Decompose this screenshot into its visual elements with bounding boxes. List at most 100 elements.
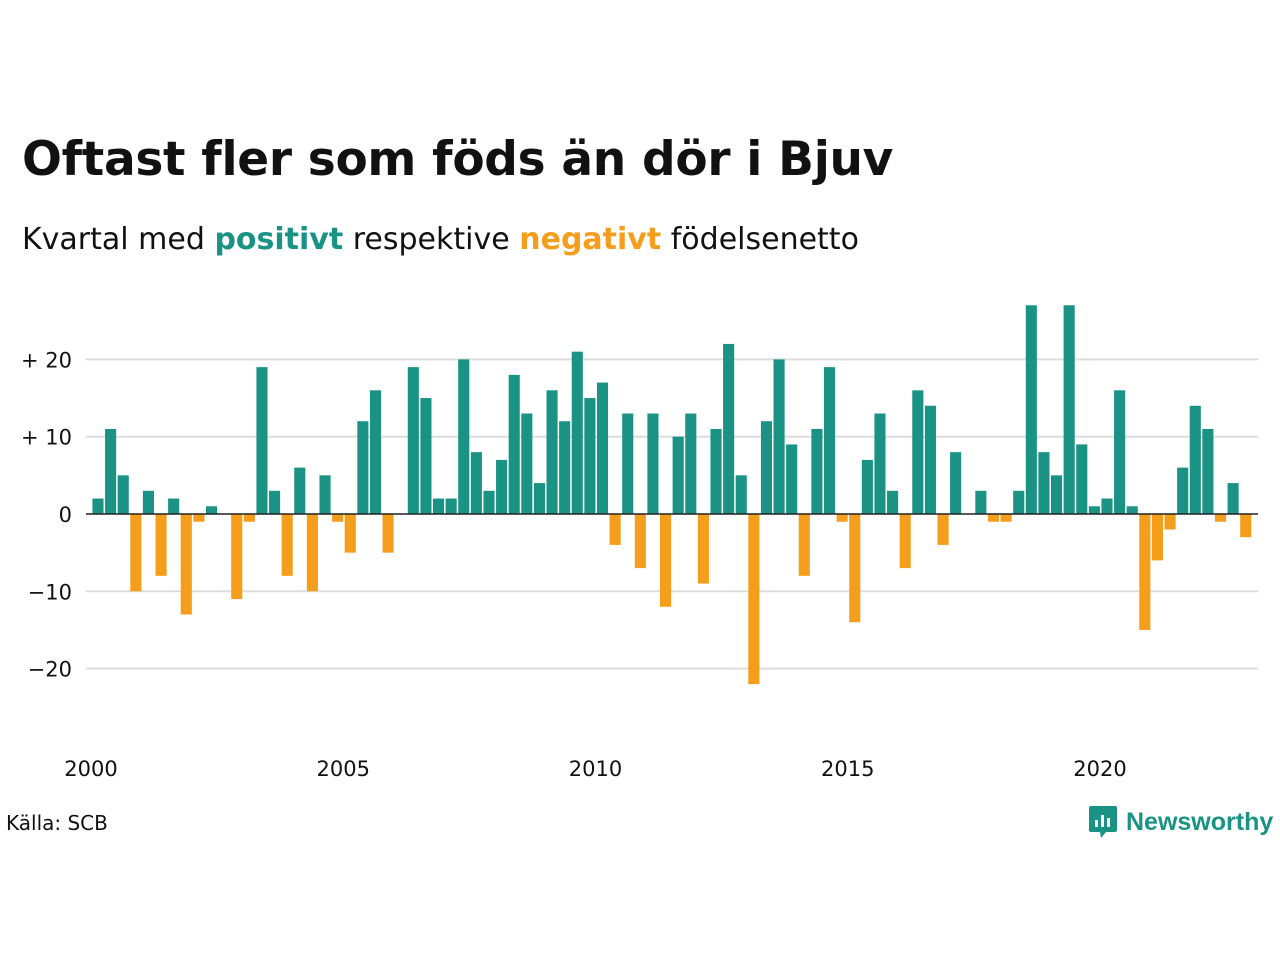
bar-positive <box>760 421 773 514</box>
bar-negative <box>130 514 142 592</box>
bar-negative <box>849 514 861 623</box>
x-tick-label: 2015 <box>821 757 874 781</box>
subtitle-suffix: födelsenetto <box>670 222 859 257</box>
bar-positive <box>773 359 785 514</box>
bar-positive <box>685 413 697 514</box>
bar-positive <box>117 475 129 514</box>
y-tick-label: 0 <box>59 503 72 527</box>
bar-positive <box>887 490 899 514</box>
subtitle-negative-label: negativt <box>519 222 662 257</box>
bar-positive <box>142 490 154 514</box>
bar-positive <box>1227 483 1239 514</box>
bar-negative <box>899 514 911 569</box>
chart-subtitle: Kvartal med positivt respektive negativt… <box>22 222 859 257</box>
brand-name: Newsworthy <box>1126 807 1274 836</box>
subtitle-positive-label: positivt <box>214 222 344 257</box>
bar-positive <box>1189 405 1201 514</box>
bar-positive <box>786 444 798 514</box>
bar-negative <box>243 514 255 522</box>
bar-negative <box>660 514 672 607</box>
bar-negative <box>344 514 356 553</box>
bar-positive <box>105 428 117 514</box>
bar-positive <box>458 359 470 514</box>
bar-positive <box>823 367 836 514</box>
bar-negative <box>697 514 709 584</box>
x-tick-label: 2000 <box>64 757 117 781</box>
bar-positive <box>470 452 482 514</box>
bar-positive <box>950 452 962 514</box>
bar-positive <box>1177 467 1189 514</box>
bar-positive <box>622 413 634 514</box>
bar-positive <box>924 405 936 514</box>
bar-negative <box>609 514 621 545</box>
bar-positive <box>1063 305 1075 514</box>
bar-positive <box>483 490 495 514</box>
bar-negative <box>180 514 192 615</box>
bar-positive <box>369 390 382 514</box>
bar-positive <box>559 421 571 514</box>
bar-negative <box>193 514 205 522</box>
y-tick-label: −10 <box>28 580 72 604</box>
bar-positive <box>269 490 281 514</box>
bar-positive <box>1202 428 1214 514</box>
x-tick-label: 2005 <box>317 757 370 781</box>
bar-positive <box>861 459 873 514</box>
newsworthy-logo-icon <box>1089 806 1117 838</box>
bar-negative <box>155 514 167 576</box>
bar-positive <box>420 398 432 514</box>
bar-positive <box>710 428 722 514</box>
bar-positive <box>1025 305 1037 514</box>
bar-negative <box>1214 514 1227 522</box>
bar-positive <box>584 398 596 514</box>
bar-negative <box>1164 514 1176 530</box>
chart-title: Oftast fler som föds än dör i Bjuv <box>22 132 894 187</box>
bar-negative <box>1240 514 1252 538</box>
bar-negative <box>1000 514 1012 522</box>
bar-positive <box>319 475 331 514</box>
bar-positive <box>521 413 533 514</box>
bar-positive <box>1013 490 1025 514</box>
bar-negative <box>281 514 293 576</box>
brand-logo: Newsworthy <box>1088 804 1273 840</box>
bar-negative <box>231 514 243 600</box>
bar-positive <box>735 475 747 514</box>
bar-negative <box>382 514 394 553</box>
bar-positive <box>546 390 558 514</box>
bar-positive <box>1050 475 1063 514</box>
axis-layer: + 20 + 10 0 −10 −20 2000 2005 2010 2015 2020 <box>21 348 1258 781</box>
bar-layer <box>92 305 1252 685</box>
bar-positive <box>1088 506 1100 514</box>
subtitle-prefix: Kvartal med <box>22 222 205 257</box>
bar-positive <box>294 467 306 514</box>
bar-positive <box>672 436 684 514</box>
bar-negative <box>332 514 344 522</box>
bar-positive <box>432 498 445 514</box>
bar-positive <box>407 367 419 514</box>
bar-positive <box>92 498 104 514</box>
bar-positive <box>1114 390 1126 514</box>
bar-negative <box>836 514 848 522</box>
bar-negative <box>1139 514 1151 630</box>
x-tick-label: 2010 <box>569 757 622 781</box>
bar-positive <box>168 498 180 514</box>
bar-positive <box>508 374 520 514</box>
bar-positive <box>571 351 583 514</box>
subtitle-middle: respektive <box>352 222 510 257</box>
bar-positive <box>1101 498 1113 514</box>
bar-positive <box>811 428 823 514</box>
y-tick-label: + 20 <box>21 348 72 372</box>
bar-positive <box>357 421 369 514</box>
bar-positive <box>647 413 659 514</box>
bar-positive <box>445 498 457 514</box>
bar-positive <box>496 459 508 514</box>
bar-positive <box>256 367 268 514</box>
y-tick-label: + 10 <box>21 426 72 450</box>
bar-positive <box>874 413 886 514</box>
bar-positive <box>1038 452 1050 514</box>
bar-positive <box>1076 444 1088 514</box>
y-tick-label: −20 <box>28 658 72 682</box>
bar-positive <box>723 343 735 514</box>
bar-chart: + 20 + 10 0 −10 −20 2000 2005 2010 2015 2020 <box>21 305 1258 781</box>
bar-negative <box>1151 514 1163 561</box>
bar-positive <box>533 483 545 514</box>
